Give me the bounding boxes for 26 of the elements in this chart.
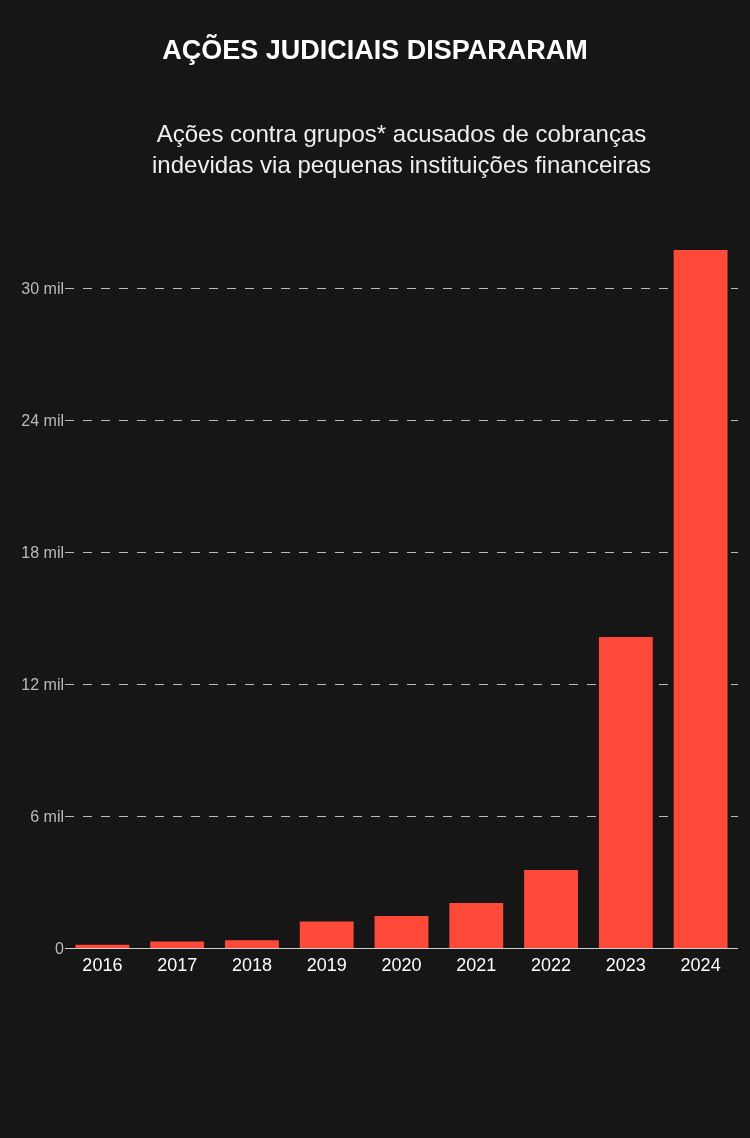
x-tick-label: 2020 bbox=[381, 954, 422, 975]
bar bbox=[75, 944, 130, 948]
x-tick-label: 2024 bbox=[680, 954, 721, 975]
bar bbox=[299, 921, 354, 948]
bar bbox=[225, 940, 279, 948]
x-tick-label: 2019 bbox=[306, 954, 347, 975]
y-tick-label: 0 bbox=[55, 939, 65, 957]
bar bbox=[598, 636, 653, 948]
chart-title: AÇÕES JUDICIAIS DISPARARAM bbox=[162, 33, 588, 65]
x-tick-label: 2018 bbox=[231, 954, 272, 975]
x-tick-label: 2023 bbox=[605, 954, 646, 975]
y-tick-label: 18 mil bbox=[21, 543, 64, 561]
chart-subtitle: Ações contra grupos* acusados de cobranças indevidas via pequenas instituições financeiras bbox=[152, 120, 651, 179]
y-tick-label: 30 mil bbox=[21, 280, 64, 298]
y-tick-label: 24 mil bbox=[21, 411, 64, 429]
x-tick-label: 2022 bbox=[531, 954, 572, 975]
y-tick-label: 12 mil bbox=[21, 675, 64, 693]
bar bbox=[449, 902, 504, 948]
bar bbox=[524, 869, 578, 948]
bar bbox=[673, 250, 728, 948]
bar bbox=[150, 941, 205, 948]
x-tick-label: 2016 bbox=[82, 954, 123, 975]
x-tick-label: 2021 bbox=[456, 954, 497, 975]
bar bbox=[374, 916, 429, 948]
y-tick-label: 6 mil bbox=[30, 807, 64, 825]
x-tick-label: 2017 bbox=[157, 954, 198, 975]
